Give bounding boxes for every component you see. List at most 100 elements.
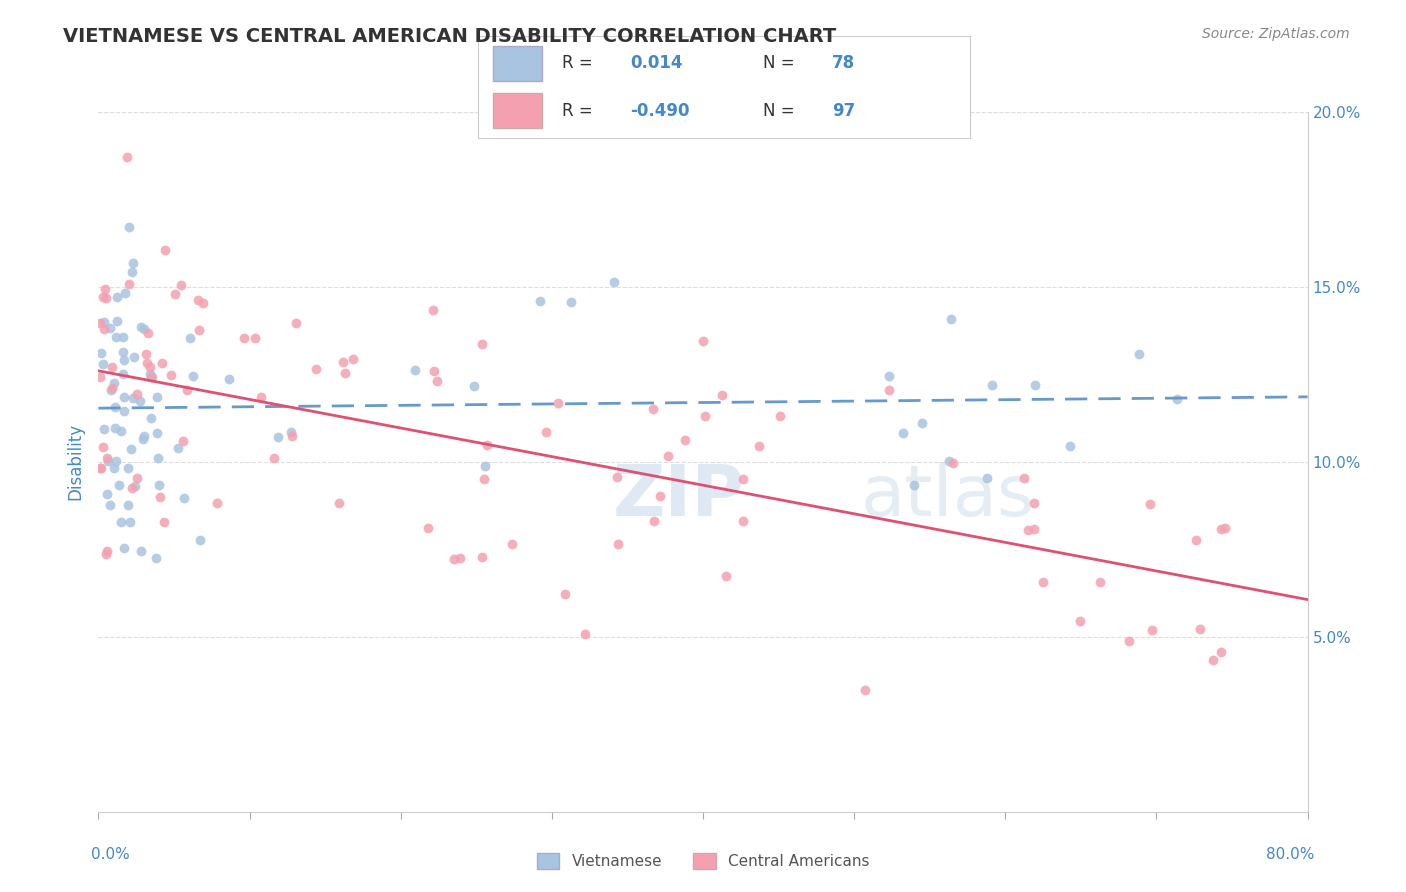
- Point: [1202, 652, 1225, 666]
- Text: 0.0%: 0.0%: [91, 847, 131, 862]
- Point: [285, 316, 308, 330]
- Point: [560, 295, 582, 310]
- Point: [1211, 523, 1233, 537]
- Point: [112, 404, 135, 418]
- Point: [187, 293, 209, 307]
- Point: [129, 393, 152, 408]
- Point: [121, 391, 143, 405]
- Text: Source: ZipAtlas.com: Source: ZipAtlas.com: [1202, 27, 1350, 41]
- Point: [135, 356, 157, 370]
- Point: [648, 489, 671, 503]
- Point: [191, 296, 214, 310]
- Point: [877, 383, 900, 397]
- Point: [107, 290, 129, 304]
- Point: [1140, 623, 1163, 637]
- Point: [117, 499, 139, 513]
- Point: [471, 337, 494, 351]
- Point: [416, 521, 439, 535]
- Point: [101, 359, 124, 374]
- Point: [1024, 522, 1046, 536]
- Point: [1184, 533, 1206, 547]
- Point: [110, 425, 132, 439]
- Point: [148, 490, 170, 504]
- Point: [160, 368, 183, 382]
- Point: [139, 411, 162, 425]
- Point: [714, 569, 737, 583]
- Point: [981, 378, 1004, 392]
- Point: [96, 547, 118, 561]
- Point: [145, 425, 167, 440]
- Point: [153, 515, 176, 529]
- Point: [112, 352, 135, 367]
- Point: [243, 331, 266, 345]
- Point: [93, 315, 115, 329]
- Point: [731, 472, 754, 486]
- Point: [603, 275, 626, 289]
- FancyBboxPatch shape: [494, 46, 543, 81]
- Point: [179, 331, 201, 345]
- Point: [422, 364, 444, 378]
- Text: N =: N =: [763, 102, 794, 120]
- Point: [127, 471, 149, 485]
- Point: [125, 387, 148, 401]
- Point: [606, 470, 628, 484]
- Point: [89, 461, 111, 475]
- Point: [911, 416, 934, 430]
- Point: [1166, 392, 1188, 406]
- Point: [1118, 633, 1140, 648]
- Point: [471, 549, 494, 564]
- Point: [250, 390, 273, 404]
- Point: [91, 358, 114, 372]
- Text: VIETNAMESE VS CENTRAL AMERICAN DISABILITY CORRELATION CHART: VIETNAMESE VS CENTRAL AMERICAN DISABILIT…: [63, 27, 837, 45]
- Point: [110, 515, 132, 529]
- Point: [121, 256, 143, 270]
- Point: [607, 537, 630, 551]
- Point: [328, 496, 350, 510]
- Point: [152, 356, 174, 370]
- Text: 97: 97: [832, 102, 856, 120]
- Point: [132, 322, 155, 336]
- Point: [98, 321, 121, 335]
- Point: [112, 329, 135, 343]
- Text: -0.490: -0.490: [630, 102, 690, 120]
- Point: [449, 550, 471, 565]
- Point: [104, 454, 127, 468]
- Point: [942, 456, 965, 470]
- Point: [96, 453, 118, 467]
- Point: [903, 478, 925, 492]
- Point: [1209, 645, 1232, 659]
- Point: [1189, 623, 1212, 637]
- FancyBboxPatch shape: [494, 93, 543, 128]
- Point: [426, 374, 449, 388]
- Text: R =: R =: [562, 54, 592, 72]
- Point: [342, 352, 364, 367]
- Point: [93, 422, 115, 436]
- Point: [232, 331, 254, 345]
- Point: [692, 334, 714, 348]
- Point: [141, 369, 163, 384]
- Point: [107, 314, 129, 328]
- Point: [118, 515, 141, 529]
- Point: [472, 472, 495, 486]
- Point: [1069, 614, 1091, 628]
- Point: [170, 278, 193, 293]
- Point: [443, 551, 465, 566]
- Point: [475, 438, 498, 452]
- Point: [139, 360, 162, 375]
- Text: R =: R =: [562, 102, 592, 120]
- Point: [124, 479, 146, 493]
- Point: [117, 461, 139, 475]
- Text: atlas: atlas: [860, 462, 1035, 531]
- Point: [501, 537, 523, 551]
- Point: [693, 409, 716, 424]
- Point: [643, 514, 665, 528]
- Point: [96, 543, 118, 558]
- Point: [104, 421, 127, 435]
- Point: [731, 514, 754, 528]
- Point: [422, 303, 444, 318]
- Point: [111, 345, 134, 359]
- Point: [877, 369, 900, 384]
- Point: [1024, 496, 1046, 510]
- Point: [547, 396, 569, 410]
- Point: [554, 587, 576, 601]
